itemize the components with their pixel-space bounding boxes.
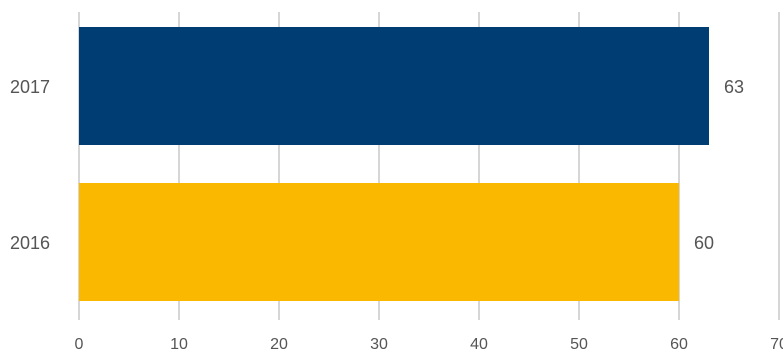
- bars: [79, 27, 709, 301]
- x-tick-label-70: 70: [770, 336, 783, 353]
- x-tick-label-60: 60: [670, 336, 688, 353]
- bar-2017: [79, 27, 709, 145]
- x-tick-label-20: 20: [270, 336, 288, 353]
- x-tick-label-30: 30: [370, 336, 388, 353]
- x-tick-label-40: 40: [470, 336, 488, 353]
- labels: 0 10 20 30 40 50 60 70 2017 63 2016 60: [10, 77, 783, 353]
- x-tick-label-10: 10: [170, 336, 188, 353]
- value-label-2016: 60: [694, 233, 714, 253]
- bar-2016: [79, 183, 679, 301]
- value-label-2017: 63: [724, 77, 744, 97]
- x-tick-label-50: 50: [570, 336, 588, 353]
- category-label-2016: 2016: [10, 233, 50, 253]
- category-label-2017: 2017: [10, 77, 50, 97]
- x-tick-label-0: 0: [75, 336, 84, 353]
